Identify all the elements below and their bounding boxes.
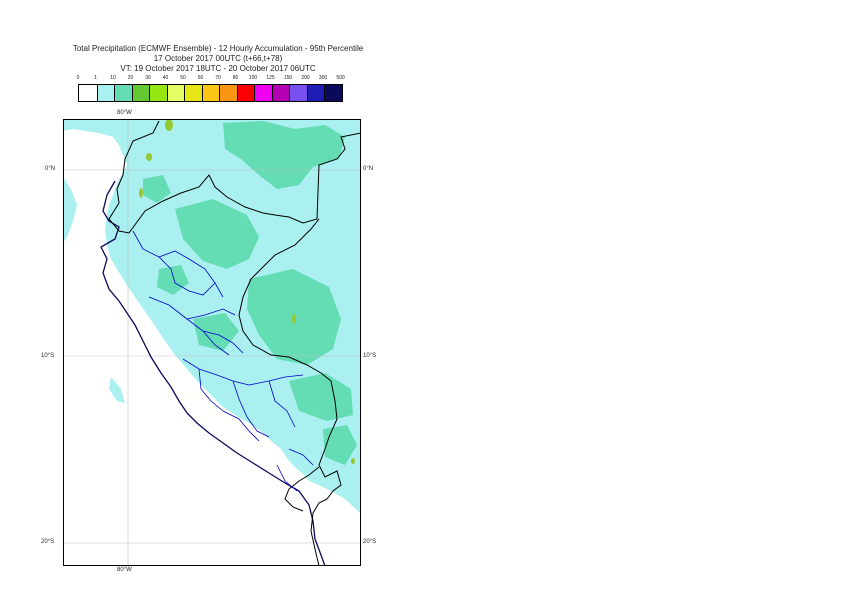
coastline <box>100 180 326 566</box>
precip-area-moderate <box>323 425 357 465</box>
precip-spot-heavy <box>351 458 355 464</box>
lat-label-20-right: 20°S <box>363 539 377 545</box>
legend-swatch <box>219 85 237 101</box>
precip-spot-heavy <box>139 188 143 198</box>
lat-label-20-left: 20°S <box>41 539 55 545</box>
legend-swatch <box>166 85 184 101</box>
legend-threshold-label: 500 <box>336 75 345 81</box>
precipitation-map <box>63 119 361 566</box>
admin-boundaries <box>132 230 314 492</box>
lon-label-bottom: 80°W <box>117 567 132 573</box>
legend-swatch <box>184 85 202 101</box>
map-frame <box>63 119 361 566</box>
legend-threshold-label: 300 <box>318 75 328 81</box>
precip-area-moderate <box>193 313 239 351</box>
precip-area-light <box>109 377 125 403</box>
legend-threshold-label: 200 <box>301 75 310 81</box>
valid-time: VT: 19 October 2017 18UTC - 20 October 2… <box>120 64 316 73</box>
lat-label-10-right: 10°S <box>363 353 377 359</box>
legend-swatch <box>289 85 307 101</box>
legend-threshold-label: 40 <box>162 75 169 81</box>
precip-area-moderate <box>175 199 259 269</box>
precip-area-moderate <box>157 265 189 295</box>
precip-spot-heavy <box>165 119 173 131</box>
legend-threshold-label: 60 <box>197 75 204 81</box>
country-border <box>284 466 320 512</box>
legend-swatch <box>306 85 324 101</box>
legend-swatch <box>201 85 219 101</box>
precip-area-moderate <box>223 121 345 189</box>
lat-label-0-right: 0°N <box>363 166 374 172</box>
legend-threshold-label: 10 <box>110 75 116 81</box>
precip-area-light <box>63 177 77 243</box>
legend-threshold-label: 150 <box>283 75 293 81</box>
legend-swatch <box>236 85 254 101</box>
legend-swatch <box>79 85 97 101</box>
precip-spot-heavy <box>292 314 296 324</box>
base-time: 17 October 2017 00UTC (t+66,t+78) <box>153 54 283 63</box>
legend-threshold-labels: 0 1 10 20 30 40 50 60 70 80 100 125 150 200 300 500 <box>76 75 348 85</box>
precip-spot-heavy <box>146 153 152 161</box>
legend-threshold-label: 70 <box>215 75 221 81</box>
country-border <box>108 120 361 234</box>
precip-area-moderate <box>143 175 171 203</box>
precip-area-moderate <box>289 373 353 421</box>
legend-threshold-label: 0 <box>76 75 80 81</box>
chart-title: Total Precipitation (ECMWF Ensemble) - 1… <box>72 44 364 53</box>
legend-swatch <box>96 85 114 101</box>
legend-swatch <box>131 85 149 101</box>
lat-label-0-left: 0°N <box>45 166 56 172</box>
lon-label-top: 80°W <box>117 110 132 116</box>
legend-swatch <box>149 85 167 101</box>
legend-swatch <box>254 85 272 101</box>
legend-swatch <box>114 85 132 101</box>
legend-threshold-label: 100 <box>248 75 258 81</box>
legend-threshold-label: 125 <box>266 75 275 81</box>
legend-threshold-label: 50 <box>180 75 186 81</box>
color-legend <box>78 84 343 102</box>
legend-threshold-label: 20 <box>127 75 134 81</box>
legend-threshold-label: 1 <box>94 75 97 81</box>
legend-swatch <box>271 85 289 101</box>
lat-label-10-left: 10°S <box>41 353 55 359</box>
legend-threshold-label: 30 <box>145 75 151 81</box>
legend-swatch <box>324 85 342 101</box>
country-border <box>238 218 342 566</box>
legend-threshold-label: 80 <box>232 75 239 81</box>
